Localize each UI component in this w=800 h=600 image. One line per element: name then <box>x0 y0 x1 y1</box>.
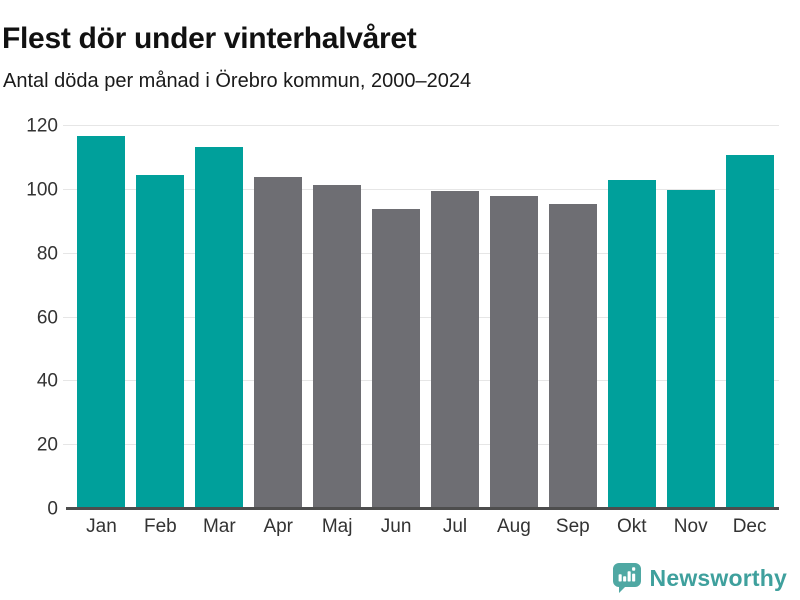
bar-jun <box>372 208 421 509</box>
y-axis: 0 20 40 60 80 100 120 <box>0 117 58 519</box>
y-tick-100: 100 <box>26 179 58 201</box>
bar-chart-glyph <box>618 567 635 582</box>
x-tick-dec: Dec <box>732 516 767 537</box>
y-tick-0: 0 <box>47 498 58 520</box>
bar-sep <box>548 204 597 509</box>
x-tick-apr: Apr <box>263 516 294 537</box>
x-axis: Jan Feb Mar Apr Maj Jun Jul Aug Sep Okt Nov Dec <box>72 516 779 544</box>
x-tick-nov: Nov <box>673 516 708 537</box>
x-tick-feb: Feb <box>144 516 177 537</box>
brand-footer: Newsworthy <box>612 562 787 594</box>
bar-aug <box>489 196 538 509</box>
x-tick-jan: Jan <box>86 516 117 537</box>
bar-slot-sep <box>543 126 602 509</box>
y-tickmark-80 <box>63 252 72 254</box>
x-axis-line <box>66 507 779 510</box>
gridline-120 <box>72 125 779 126</box>
bar-slot-apr <box>249 126 308 509</box>
y-tickmark-40 <box>63 380 72 382</box>
bar-slot-jul <box>426 126 485 509</box>
x-tick-jul: Jul <box>442 516 468 537</box>
bar-slot-maj <box>308 126 367 509</box>
bar-maj <box>313 185 362 509</box>
y-tickmark-20 <box>63 444 72 446</box>
bar-mar <box>195 146 244 509</box>
bar-slot-mar <box>190 126 249 509</box>
chart-subtitle: Antal döda per månad i Örebro kommun, 20… <box>3 70 472 92</box>
bar-series <box>72 126 779 509</box>
bar-apr <box>254 177 303 509</box>
y-tickmark-60 <box>63 316 72 318</box>
y-tick-60: 60 <box>36 307 58 328</box>
bar-dec <box>725 154 774 509</box>
y-tick-80: 80 <box>36 243 58 265</box>
newsworthy-logo-icon <box>612 563 641 593</box>
y-tick-40: 40 <box>36 370 58 392</box>
bar-jan <box>77 135 126 509</box>
x-tick-jun: Jun <box>380 516 412 537</box>
gridline-80 <box>72 252 779 254</box>
plot-area <box>63 125 779 510</box>
x-tick-aug: Aug <box>497 516 531 537</box>
bar-slot-jan <box>72 126 131 509</box>
brand-name: Newsworthy <box>649 564 787 591</box>
speech-bubble-shape <box>612 563 641 593</box>
bar-slot-nov <box>661 126 720 509</box>
gridline-60 <box>72 316 779 318</box>
y-tick-20: 20 <box>36 434 58 456</box>
y-tickmark-100 <box>63 188 72 190</box>
bar-slot-okt <box>602 126 661 509</box>
gridline-20 <box>72 444 779 446</box>
bar-feb <box>136 175 185 509</box>
bar-nov <box>666 189 715 509</box>
y-tickmark-120 <box>63 125 72 126</box>
chart-title: Flest dör under vinterhalvåret <box>2 22 417 56</box>
bar-slot-jun <box>367 126 426 509</box>
x-tick-maj: Maj <box>321 516 353 537</box>
x-tick-sep: Sep <box>555 516 590 537</box>
gridline-40 <box>72 380 779 382</box>
bar-slot-aug <box>484 126 543 509</box>
y-tick-120: 120 <box>26 115 58 137</box>
bar-slot-dec <box>720 126 779 509</box>
x-tick-mar: Mar <box>202 516 236 537</box>
bar-jul <box>430 191 479 509</box>
gridline-100 <box>72 188 779 190</box>
bar-slot-feb <box>131 126 190 509</box>
bar-okt <box>607 180 656 509</box>
x-tick-okt: Okt <box>616 516 647 537</box>
